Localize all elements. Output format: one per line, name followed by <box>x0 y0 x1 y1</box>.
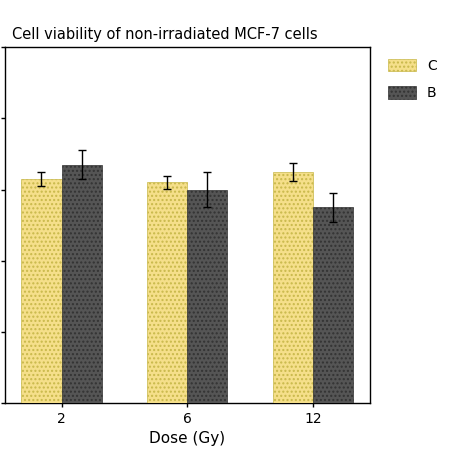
X-axis label: Dose (Gy): Dose (Gy) <box>149 431 225 447</box>
Text: Cell viability of non-irradiated MCF-7 cells: Cell viability of non-irradiated MCF-7 c… <box>12 27 318 42</box>
Legend: C, B: C, B <box>384 55 441 105</box>
Bar <box>147 182 187 403</box>
Bar <box>62 165 102 403</box>
Bar <box>273 172 313 403</box>
Bar <box>21 179 62 403</box>
Bar <box>187 190 228 403</box>
Bar <box>313 208 353 403</box>
